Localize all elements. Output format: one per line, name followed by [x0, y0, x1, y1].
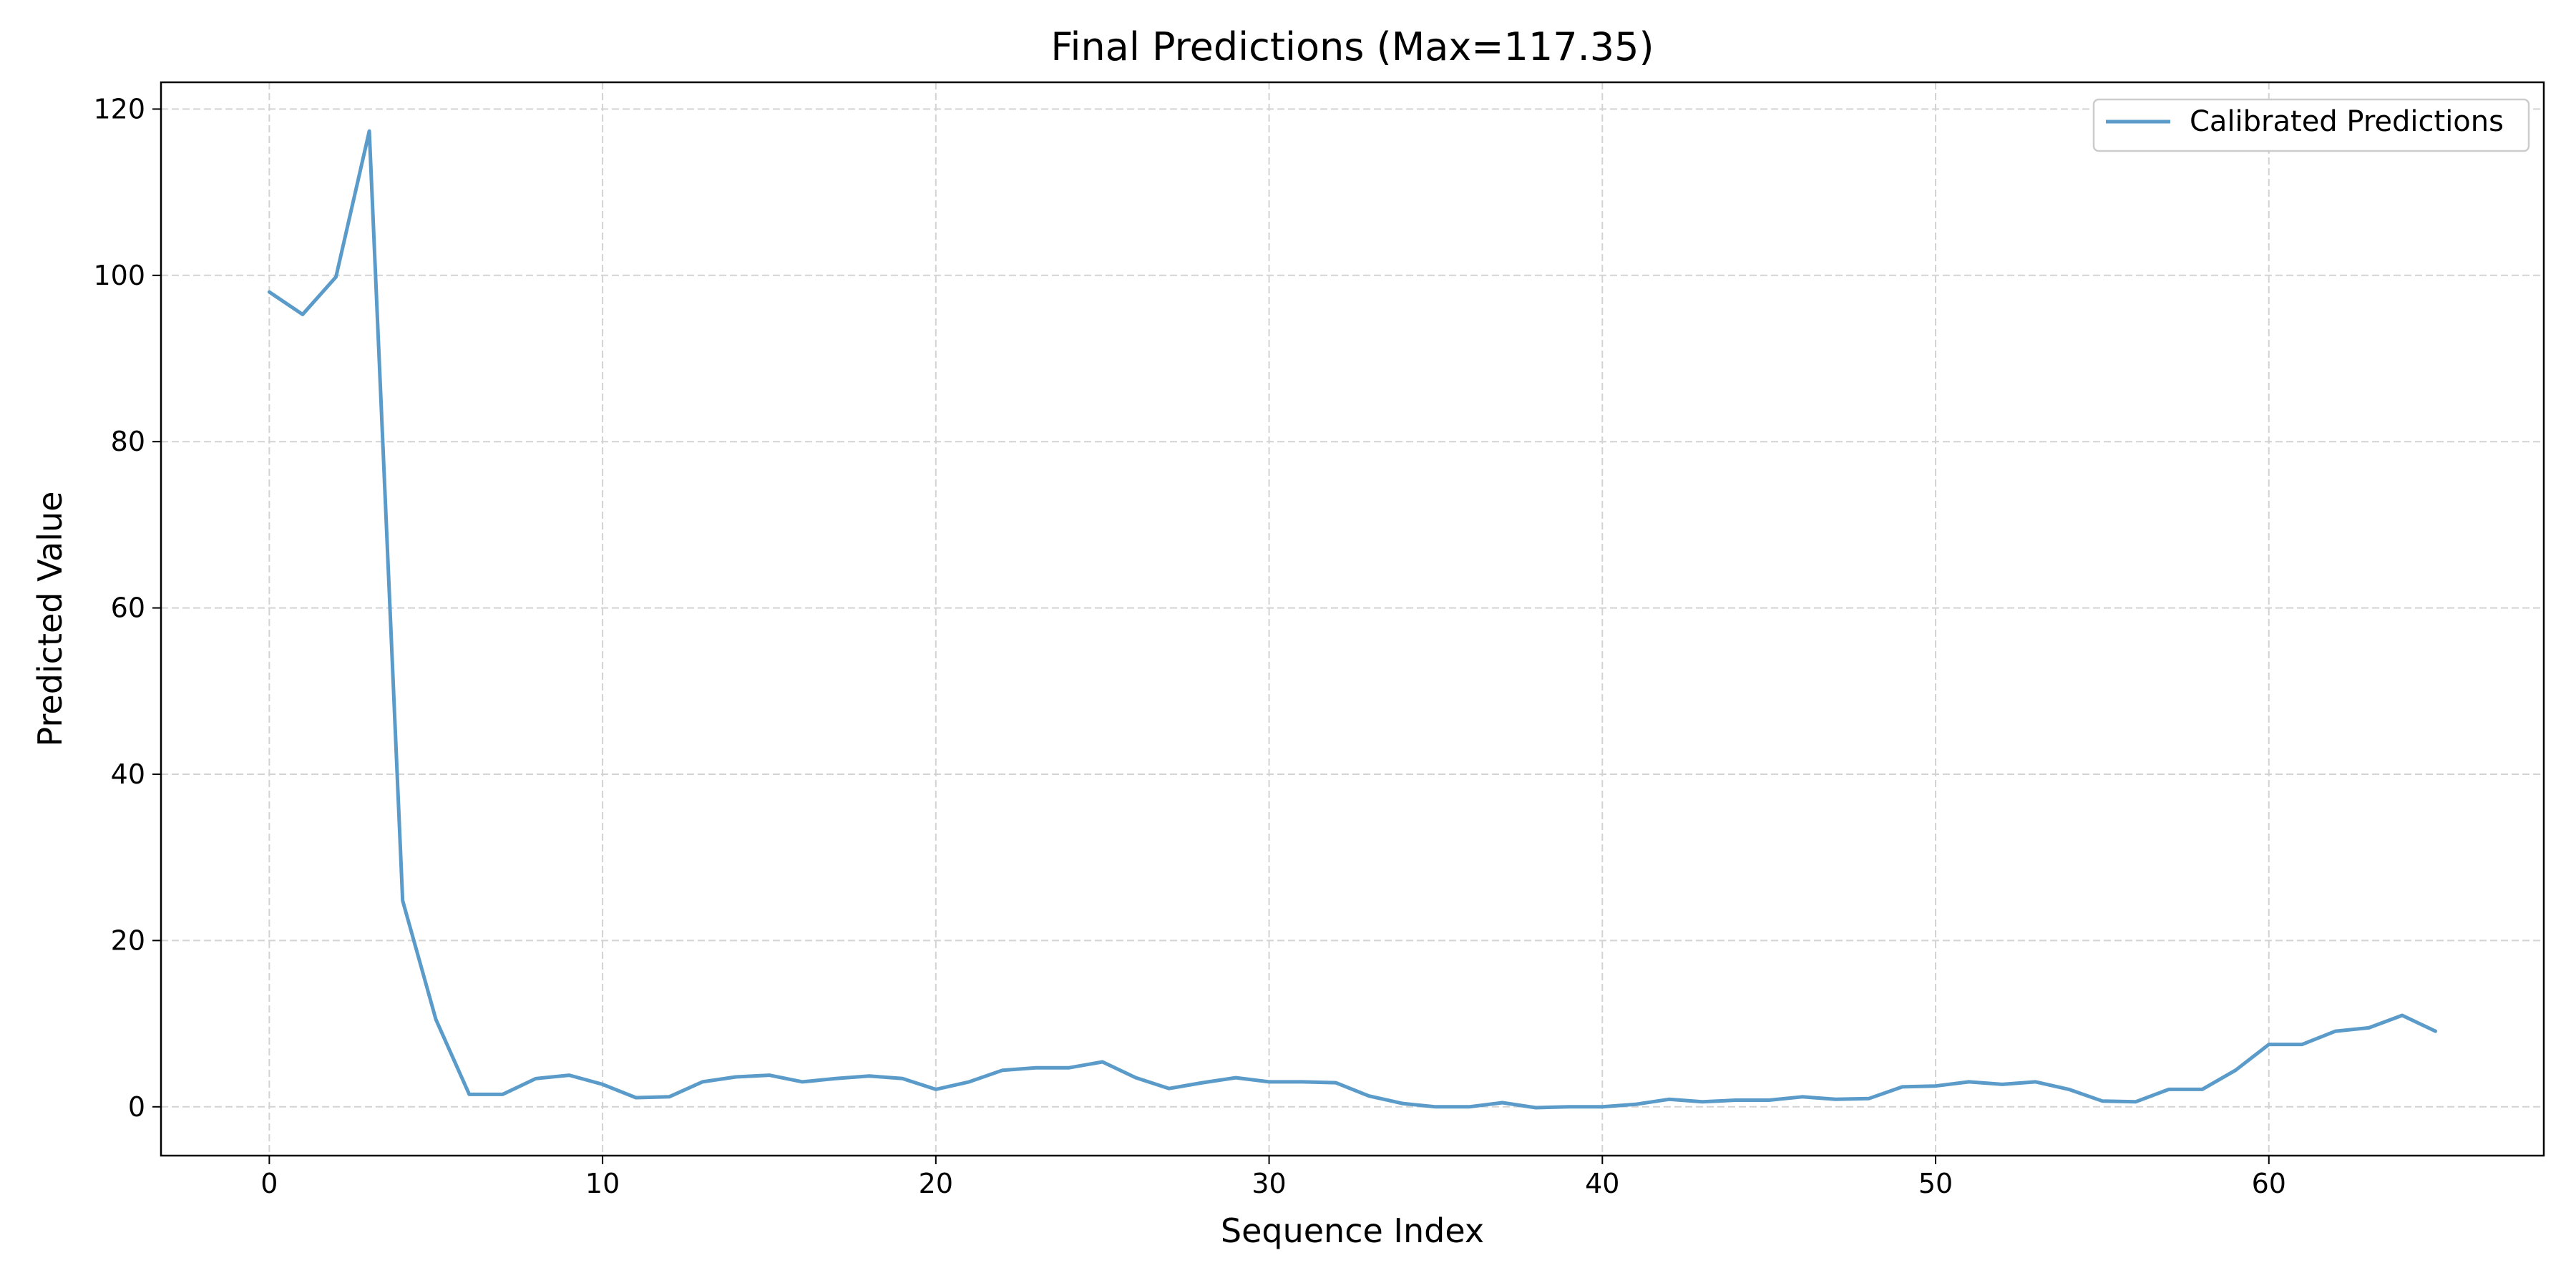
series-line-calibrated-predictions [267, 129, 2438, 1110]
y-tick-label: 120 [93, 93, 145, 125]
x-tick-label: 40 [1585, 1168, 1619, 1199]
x-tick-label: 50 [1918, 1168, 1953, 1199]
plot-frame [160, 81, 2545, 1157]
y-tick-label: 40 [111, 758, 145, 790]
y-tick-label: 0 [128, 1091, 145, 1123]
x-axis-label: Sequence Index [1221, 1211, 1484, 1250]
chart-title: Final Predictions (Max=117.35) [1050, 24, 1654, 69]
legend-label: Calibrated Predictions [2190, 105, 2504, 138]
series-layer [267, 129, 2438, 1110]
y-tick-label: 80 [111, 426, 145, 457]
x-tick-label: 60 [2252, 1168, 2286, 1199]
legend: Calibrated Predictions [2092, 98, 2530, 152]
x-tick-label: 0 [260, 1168, 278, 1199]
y-tick-label: 60 [111, 592, 145, 624]
x-tick-label: 30 [1252, 1168, 1286, 1199]
y-axis-label: Predicted Value [31, 492, 69, 747]
x-tick-label: 10 [585, 1168, 620, 1199]
ticks: 0 10 20 30 40 50 60 0 20 40 60 80 100 120 [93, 93, 2285, 1199]
x-tick-label: 20 [919, 1168, 953, 1199]
y-tick-label: 100 [93, 260, 145, 291]
legend-box [2092, 98, 2530, 152]
y-tick-label: 20 [111, 924, 145, 956]
